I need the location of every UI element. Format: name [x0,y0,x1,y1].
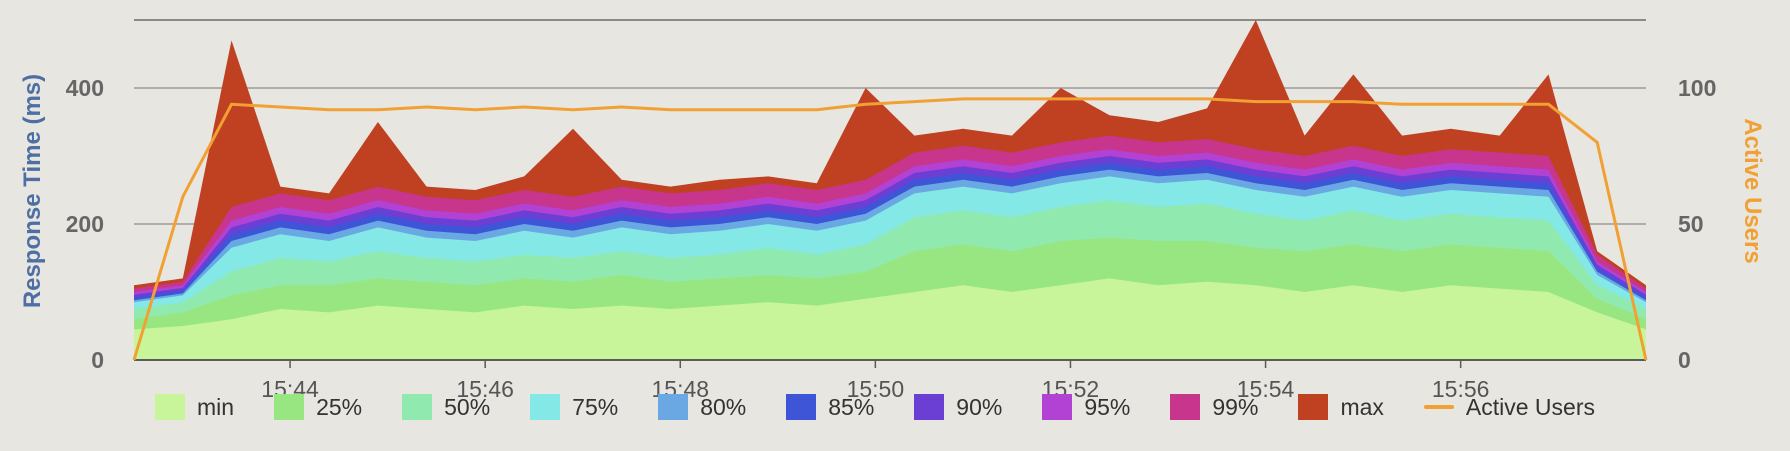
legend-item[interactable]: 95% [1042,394,1170,421]
legend-swatch [155,394,185,420]
legend-item[interactable]: 90% [914,394,1042,421]
x-tick-label: 15:46 [456,376,514,402]
legend-label: min [197,393,235,420]
legend-swatch [1042,394,1073,420]
legend-item[interactable]: max [1298,394,1423,421]
legend-swatch [1170,394,1201,420]
legend-item[interactable]: 99% [1170,394,1298,421]
y2-tick-label: 50 [1678,211,1704,237]
legend-label: 90% [956,393,1003,420]
legend-item[interactable]: 50% [402,394,530,421]
legend-item[interactable]: Active Users [1423,393,1635,421]
series-area-min [134,278,1646,360]
legend-swatch [786,394,817,420]
y-tick-label: 0 [91,347,104,373]
legend-swatch [1423,405,1454,409]
legend-item[interactable]: 85% [786,394,914,421]
legend-label: 25% [316,393,363,420]
left-axis-title: Response Time (ms) [19,73,46,309]
legend-label: max [1340,393,1384,420]
legend-label: 95% [1084,393,1131,420]
chart-legend: min 25% 50% 75% 80% 85% 90% 95% 99% max Active Use… [155,390,1635,424]
legend-swatch [1298,394,1329,420]
right-axis-title: Active Users [1739,118,1766,264]
x-tick-label: 15:54 [1237,376,1295,402]
legend-label: 85% [828,393,875,420]
legend-item[interactable]: 25% [274,394,402,421]
legend-label: 75% [572,393,619,420]
legend-swatch [530,394,561,420]
legend-swatch [914,394,945,420]
series-line-active-users [132,97,1648,361]
y-tick-label: 200 [66,211,104,237]
y-tick-label: 400 [66,75,104,101]
legend-label: 99% [1212,393,1259,420]
y2-tick-label: 100 [1678,75,1716,101]
x-tick-label: 15:56 [1432,376,1490,402]
legend-swatch [658,394,689,420]
legend-swatch [402,394,433,420]
legend-item[interactable]: 80% [658,394,786,421]
legend-label: 80% [700,393,747,420]
x-tick-label: 15:50 [847,376,905,402]
legend-label: 50% [444,393,491,420]
legend-swatch [274,394,305,420]
legend-item[interactable]: 75% [530,394,658,421]
legend-label: Active Users [1465,393,1595,420]
legend-item[interactable]: min [155,394,274,421]
y2-tick-label: 0 [1678,347,1691,373]
